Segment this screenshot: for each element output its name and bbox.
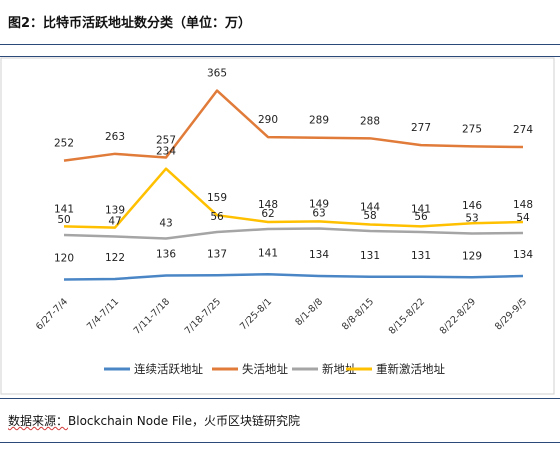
data-label: 234	[156, 146, 176, 158]
data-label: 56	[210, 211, 224, 223]
data-label: 134	[309, 249, 329, 261]
legend-label: 失活地址	[242, 362, 288, 376]
data-label: 134	[513, 249, 533, 261]
data-label: 63	[312, 208, 325, 220]
x-tick-label: 8/15-8/22	[387, 296, 427, 336]
data-label: 290	[258, 114, 278, 126]
data-label: 47	[108, 216, 121, 228]
series-lines	[63, 89, 524, 281]
data-label: 137	[207, 248, 227, 260]
source-rule-bottom	[0, 442, 560, 443]
source-rule-top	[0, 398, 560, 399]
data-label: 58	[363, 210, 376, 222]
x-tick-label: 8/1-8/8	[293, 296, 325, 328]
data-label: 56	[414, 211, 428, 223]
data-label: 146	[462, 200, 482, 212]
source-note: 数据来源：Blockchain Node File，火币区块链研究院	[8, 412, 300, 429]
data-label: 122	[105, 252, 125, 264]
data-label: 257	[156, 135, 176, 147]
data-label: 136	[156, 249, 176, 261]
x-tick-label: 7/4-7/11	[85, 296, 121, 332]
series-line-3	[63, 167, 524, 229]
data-label: 139	[105, 205, 125, 217]
data-label: 252	[54, 138, 74, 150]
series-line-2	[63, 227, 524, 240]
plot-frame	[0, 57, 555, 395]
x-tick-label: 8/29-9/5	[493, 296, 529, 332]
legend-label: 重新激活地址	[376, 362, 445, 376]
data-label: 129	[462, 250, 482, 262]
data-label: 53	[465, 213, 478, 225]
x-tick-labels: 6/27-7/4 7/4-7/11 7/11-7/18 7/18-7/25 7/25-8…	[34, 296, 529, 336]
data-label: 288	[360, 115, 380, 127]
data-label: 275	[462, 123, 482, 135]
data-label: 365	[207, 68, 227, 80]
data-label: 263	[105, 131, 125, 143]
data-label: 131	[411, 250, 431, 262]
legend: 连续活跃地址 失活地址 新地址 重新激活地址	[104, 362, 445, 376]
data-labels: 120 122 136 137 141 134 131 131 129 134 252 263 257 3…	[54, 68, 533, 265]
data-label: 141	[258, 247, 278, 259]
data-label: 289	[309, 115, 329, 127]
data-label: 131	[360, 250, 380, 262]
source-text: Blockchain Node File，火币区块链研究院	[68, 414, 300, 428]
data-label: 148	[258, 199, 278, 211]
series-line-1	[63, 89, 524, 162]
x-tick-label: 8/22-8/29	[438, 296, 478, 336]
data-label: 43	[159, 218, 172, 230]
data-label: 54	[516, 212, 530, 224]
source-prefix: 数据来源：	[8, 414, 69, 428]
data-label: 159	[207, 192, 227, 204]
data-label: 274	[513, 124, 533, 136]
legend-label: 连续活跃地址	[134, 362, 203, 376]
x-tick-label: 7/18-7/25	[183, 296, 223, 336]
data-label: 277	[411, 122, 431, 134]
data-label: 148	[513, 199, 533, 211]
data-label: 141	[54, 203, 74, 215]
title-rule-bottom	[0, 56, 560, 57]
data-label: 149	[309, 198, 329, 210]
x-tick-label: 7/25-8/1	[238, 296, 274, 332]
x-tick-label: 7/11-7/18	[132, 296, 172, 336]
x-tick-label: 8/8-8/15	[340, 296, 376, 332]
chart-title: 图2：比特币活跃地址数分类（单位：万）	[8, 16, 252, 31]
data-label: 120	[54, 253, 74, 265]
legend-label: 新地址	[322, 362, 357, 376]
title-rule-top	[0, 44, 560, 45]
x-tick-label: 6/27-7/4	[34, 296, 70, 332]
data-label: 141	[411, 203, 431, 215]
data-label: 144	[360, 201, 380, 213]
data-label: 62	[261, 208, 274, 220]
series-line-0	[63, 273, 524, 281]
data-label: 50	[57, 214, 70, 226]
